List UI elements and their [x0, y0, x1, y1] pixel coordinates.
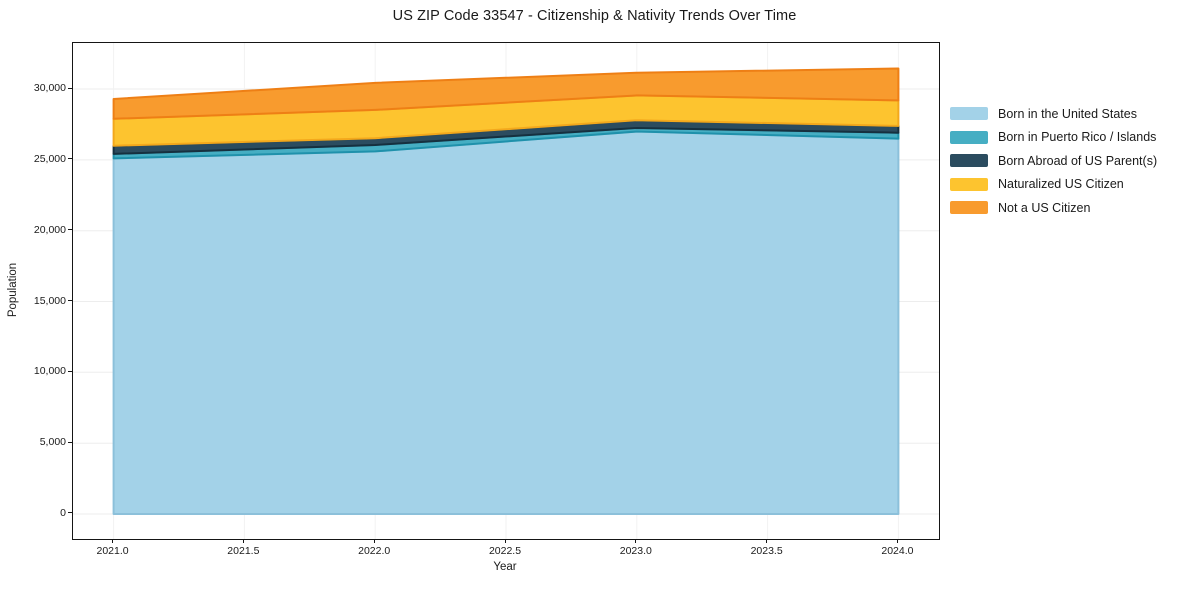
y-tick-mark	[68, 87, 72, 89]
x-tick-mark	[635, 539, 637, 543]
x-tick-mark	[112, 539, 114, 543]
y-tick-label: 25,000	[33, 152, 66, 165]
y-tick-mark	[68, 229, 72, 231]
legend-label: Not a US Citizen	[998, 200, 1091, 215]
legend-item-born-abroad-of-us-parent-s: Born Abroad of US Parent(s)	[950, 149, 1157, 173]
y-axis-label: Population	[7, 262, 19, 318]
x-axis-label: Year	[493, 561, 517, 573]
legend-label: Born Abroad of US Parent(s)	[998, 153, 1158, 168]
legend-swatch-icon	[950, 107, 988, 121]
y-tick-label: 20,000	[33, 223, 66, 236]
y-tick-label: 5,000	[39, 436, 66, 449]
y-tick-mark	[68, 300, 72, 302]
x-tick-mark	[766, 539, 768, 543]
y-tick-mark	[68, 158, 72, 160]
chart-title: US ZIP Code 33547 - Citizenship & Nativi…	[392, 8, 797, 24]
legend-swatch-icon	[950, 177, 988, 191]
legend-swatch-icon	[950, 154, 988, 168]
legend-swatch-icon	[950, 130, 988, 144]
legend: Born in the United States Born in Puerto …	[950, 102, 1157, 220]
legend-item-naturalized-us-citizen: Naturalized US Citizen	[950, 173, 1157, 197]
plot-area	[72, 42, 940, 540]
area-born-in-the-united-states	[112, 130, 900, 515]
legend-label: Born in Puerto Rico / Islands	[998, 130, 1157, 145]
legend-label: Naturalized US Citizen	[998, 177, 1124, 192]
x-tick-label: 2024.0	[881, 545, 914, 557]
x-tick-mark	[242, 539, 244, 543]
stacked-area-chart	[73, 43, 939, 539]
x-tick-label: 2022.0	[358, 545, 391, 557]
x-tick-label: 2023.5	[750, 545, 783, 557]
legend-item-born-in-puerto-rico-islands: Born in Puerto Rico / Islands	[950, 126, 1157, 150]
x-tick-mark	[373, 539, 375, 543]
y-tick-mark	[68, 441, 72, 443]
legend-item-not-a-us-citizen: Not a US Citizen	[950, 196, 1157, 220]
y-tick-label: 30,000	[33, 82, 66, 95]
y-tick-label: 10,000	[33, 365, 66, 378]
x-tick-mark	[504, 539, 506, 543]
legend-swatch-icon	[950, 201, 988, 215]
y-tick-label: 0	[60, 506, 66, 519]
area-not-a-us-citizen	[112, 67, 900, 120]
x-tick-label: 2023.0	[619, 545, 652, 557]
legend-item-born-in-the-united-states: Born in the United States	[950, 102, 1157, 126]
y-tick-mark	[68, 512, 72, 514]
x-tick-label: 2022.5	[488, 545, 522, 557]
legend-label: Born in the United States	[998, 106, 1137, 121]
y-tick-mark	[68, 370, 72, 372]
x-tick-label: 2021.0	[96, 545, 129, 557]
x-tick-mark	[896, 539, 898, 543]
x-tick-label: 2021.5	[227, 545, 260, 557]
y-tick-label: 15,000	[33, 294, 66, 307]
